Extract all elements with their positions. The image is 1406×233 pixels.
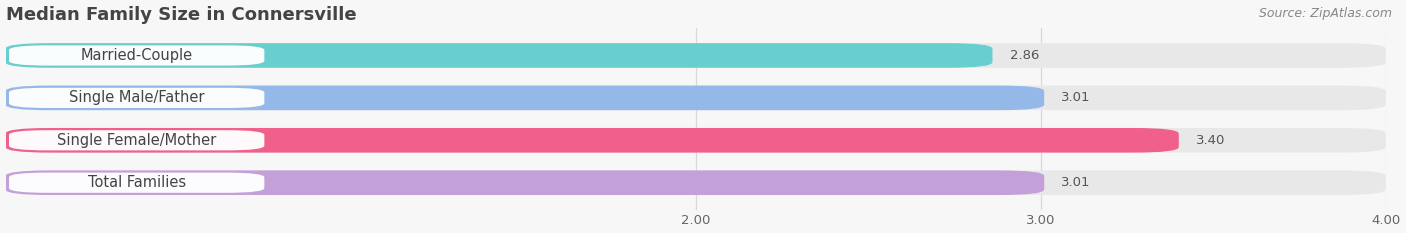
Text: Single Female/Mother: Single Female/Mother [58,133,217,148]
FancyBboxPatch shape [6,43,993,68]
Text: 3.01: 3.01 [1062,176,1091,189]
Text: Single Male/Father: Single Male/Father [69,90,204,105]
FancyBboxPatch shape [8,130,264,150]
Text: 3.01: 3.01 [1062,91,1091,104]
Text: 3.40: 3.40 [1197,134,1226,147]
FancyBboxPatch shape [6,170,1386,195]
FancyBboxPatch shape [6,43,1386,68]
Text: 2.86: 2.86 [1010,49,1039,62]
Text: Total Families: Total Families [87,175,186,190]
FancyBboxPatch shape [8,173,264,193]
FancyBboxPatch shape [8,45,264,65]
FancyBboxPatch shape [8,88,264,108]
FancyBboxPatch shape [6,128,1178,153]
Text: Married-Couple: Married-Couple [80,48,193,63]
Text: Median Family Size in Connersville: Median Family Size in Connersville [6,6,356,24]
FancyBboxPatch shape [6,86,1386,110]
FancyBboxPatch shape [6,128,1386,153]
FancyBboxPatch shape [6,170,1045,195]
FancyBboxPatch shape [6,86,1045,110]
Text: Source: ZipAtlas.com: Source: ZipAtlas.com [1258,7,1392,20]
